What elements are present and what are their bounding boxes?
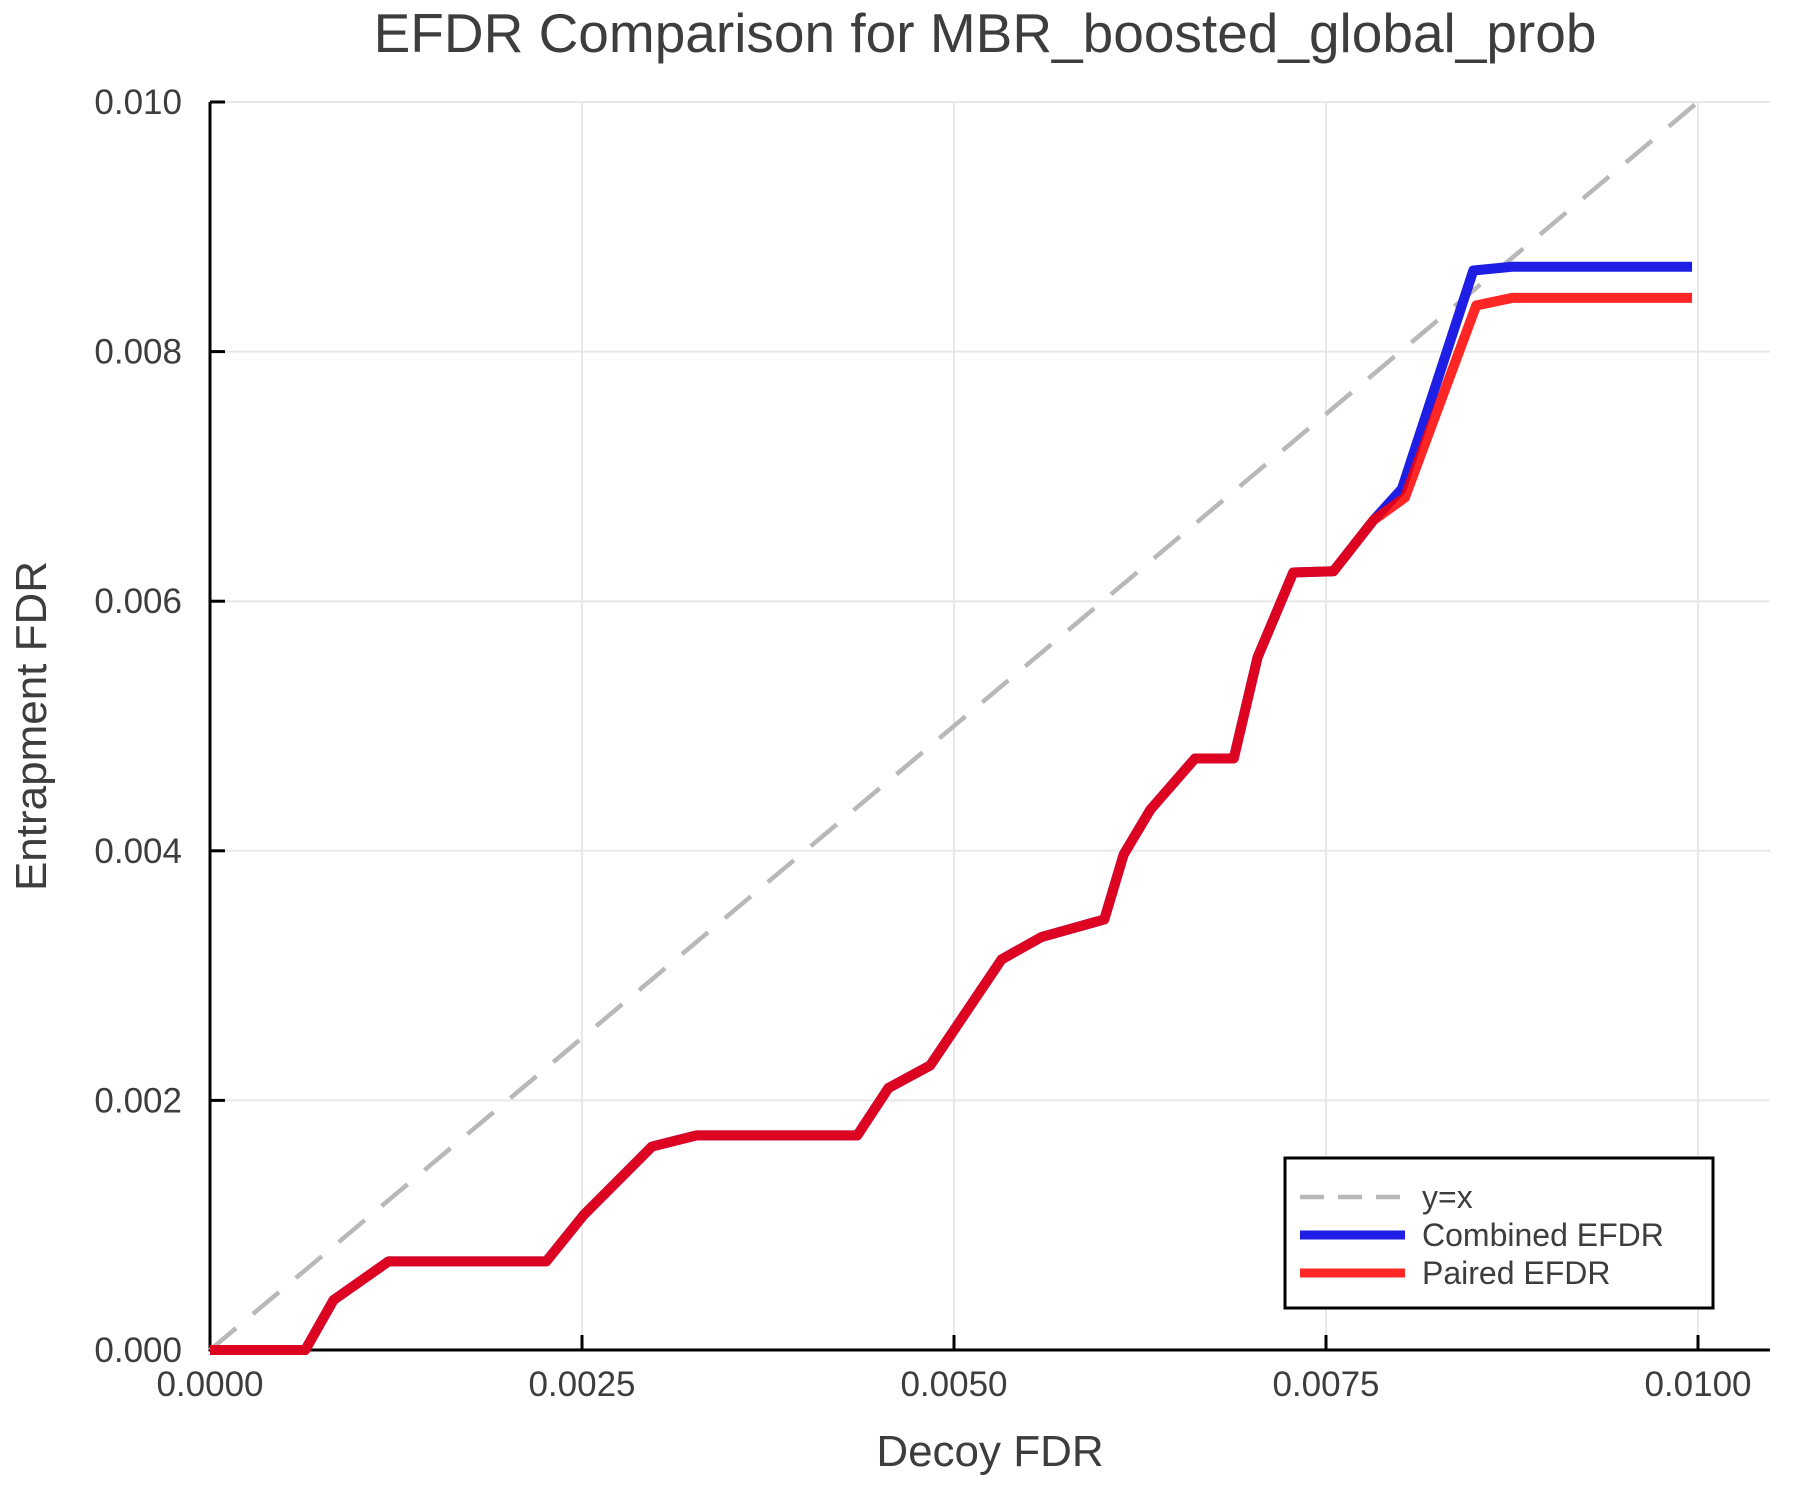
- x-axis-label: Decoy FDR: [876, 1427, 1103, 1476]
- y-tick-label: 0.000: [94, 1331, 182, 1370]
- x-tick-label: 0.0025: [528, 1365, 635, 1404]
- legend-label-yx: y=x: [1422, 1179, 1473, 1215]
- axes: [208, 102, 1770, 1352]
- x-tick-label: 0.0100: [1644, 1365, 1751, 1404]
- legend-label-paired: Paired EFDR: [1422, 1255, 1611, 1291]
- y-tick-label: 0.008: [94, 333, 182, 372]
- series-line-y-x: [208, 100, 1700, 1352]
- series-line-paired-efdr: [210, 292, 1693, 1355]
- legend-label-combined: Combined EFDR: [1422, 1217, 1664, 1253]
- series-lines: [208, 100, 1700, 1355]
- y-tick-label: 0.010: [94, 83, 182, 122]
- x-tick-label: 0.0075: [1272, 1365, 1379, 1404]
- gridlines: [210, 101, 1770, 1350]
- chart-title: EFDR Comparison for MBR_boosted_global_p…: [374, 2, 1597, 64]
- y-tick-label: 0.006: [94, 582, 182, 621]
- x-tick-label: 0.0000: [156, 1365, 263, 1404]
- y-axis-label: Entrapment FDR: [7, 561, 56, 891]
- x-tick-label: 0.0050: [900, 1365, 1007, 1404]
- tick-labels: 0.0000 0.0025 0.0050 0.0075 0.0100 0.000 0.002…: [94, 83, 1751, 1404]
- y-tick-label: 0.004: [94, 832, 182, 871]
- legend: y=x Combined EFDR Paired EFDR: [1283, 1156, 1715, 1310]
- y-tick-label: 0.002: [94, 1081, 182, 1120]
